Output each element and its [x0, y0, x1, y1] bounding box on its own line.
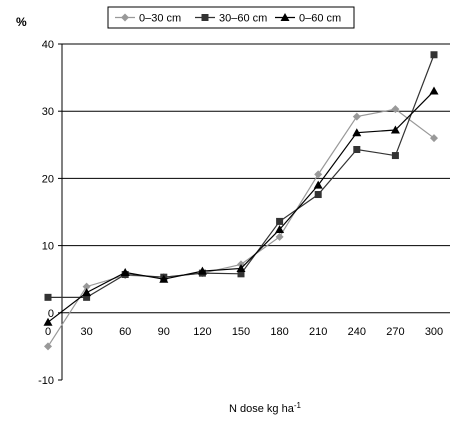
data-point-triangle-30 — [82, 288, 92, 297]
data-point-triangle-0 — [43, 317, 53, 326]
data-point-triangle-90 — [159, 274, 169, 283]
legend-marker-triangle — [280, 13, 290, 21]
y-axis-label: % — [16, 15, 27, 29]
x-axis-label: N dose kg ha-1 — [229, 401, 301, 415]
series-line-triangle — [47, 90, 435, 323]
data-point-square-30 — [83, 293, 91, 301]
data-point-diamond-270 — [391, 105, 400, 114]
series-diamond — [44, 105, 438, 351]
x-tick-label-300: 300 — [425, 326, 443, 338]
x-tick-label-90: 90 — [158, 326, 170, 338]
x-tick-label-240: 240 — [348, 326, 366, 338]
x-axis-label-main: N dose kg ha — [229, 403, 295, 415]
data-point-triangle-180 — [275, 224, 285, 233]
x-tick-label-150: 150 — [232, 326, 250, 338]
legend-label-square: 30–60 cm — [219, 13, 267, 25]
data-point-diamond-30 — [82, 282, 91, 291]
legend-label-diamond: 0–30 cm — [139, 13, 181, 25]
x-tick-label-120: 120 — [193, 326, 211, 338]
x-tick-label-0: 0 — [45, 326, 51, 338]
series-triangle — [43, 86, 439, 326]
x-tick-label-180: 180 — [270, 326, 288, 338]
data-point-triangle-300 — [429, 86, 439, 95]
legend-marker-square — [201, 14, 209, 21]
data-point-diamond-0 — [44, 342, 52, 351]
data-point-triangle-270 — [390, 125, 400, 134]
x-axis-label-superscript: -1 — [294, 401, 302, 410]
y-tick-label-20: 20 — [42, 173, 54, 185]
grid-lines — [62, 43, 450, 247]
legend: 0–30 cm 30–60 cm 0–60 cm — [107, 6, 355, 29]
data-point-square-180 — [276, 217, 284, 225]
x-tick-label-210: 210 — [309, 326, 327, 338]
data-point-square-270 — [391, 152, 399, 160]
data-point-triangle-60 — [120, 267, 130, 276]
series-line-diamond — [47, 108, 435, 347]
y-tick-label-10: 10 — [42, 241, 54, 253]
data-point-triangle-240 — [352, 128, 362, 137]
data-point-triangle-150 — [236, 263, 246, 272]
legend-box — [107, 6, 355, 29]
data-point-diamond-240 — [352, 112, 361, 121]
y-tick-label-30: 30 — [42, 106, 54, 118]
data-point-square-240 — [353, 146, 361, 154]
data-point-triangle-210 — [313, 180, 323, 189]
y-tick-label-40: 40 — [42, 39, 54, 51]
data-point-square-150 — [237, 270, 245, 278]
x-tick-label-60: 60 — [119, 326, 131, 338]
x-tick-labels: 0 30 60 90 120 150 180 210 240 270 300 — [45, 326, 443, 338]
data-point-square-210 — [314, 191, 322, 199]
y-tick-labels: -10 0 10 20 30 40 — [38, 39, 54, 387]
data-point-square-0 — [44, 293, 52, 301]
legend-marker-diamond — [121, 13, 129, 22]
data-point-diamond-210 — [314, 170, 323, 179]
data-point-square-300 — [430, 51, 438, 59]
data-point-triangle-120 — [197, 266, 207, 275]
y-tick-label-0: 0 — [48, 308, 54, 320]
x-tick-label-270: 270 — [386, 326, 404, 338]
data-point-diamond-300 — [430, 134, 438, 143]
data-point-diamond-180 — [275, 232, 284, 241]
x-tick-label-30: 30 — [80, 326, 92, 338]
y-tick-label--10: -10 — [38, 375, 54, 387]
series-group — [43, 51, 439, 351]
legend-label-triangle: 0–60 cm — [299, 13, 341, 25]
